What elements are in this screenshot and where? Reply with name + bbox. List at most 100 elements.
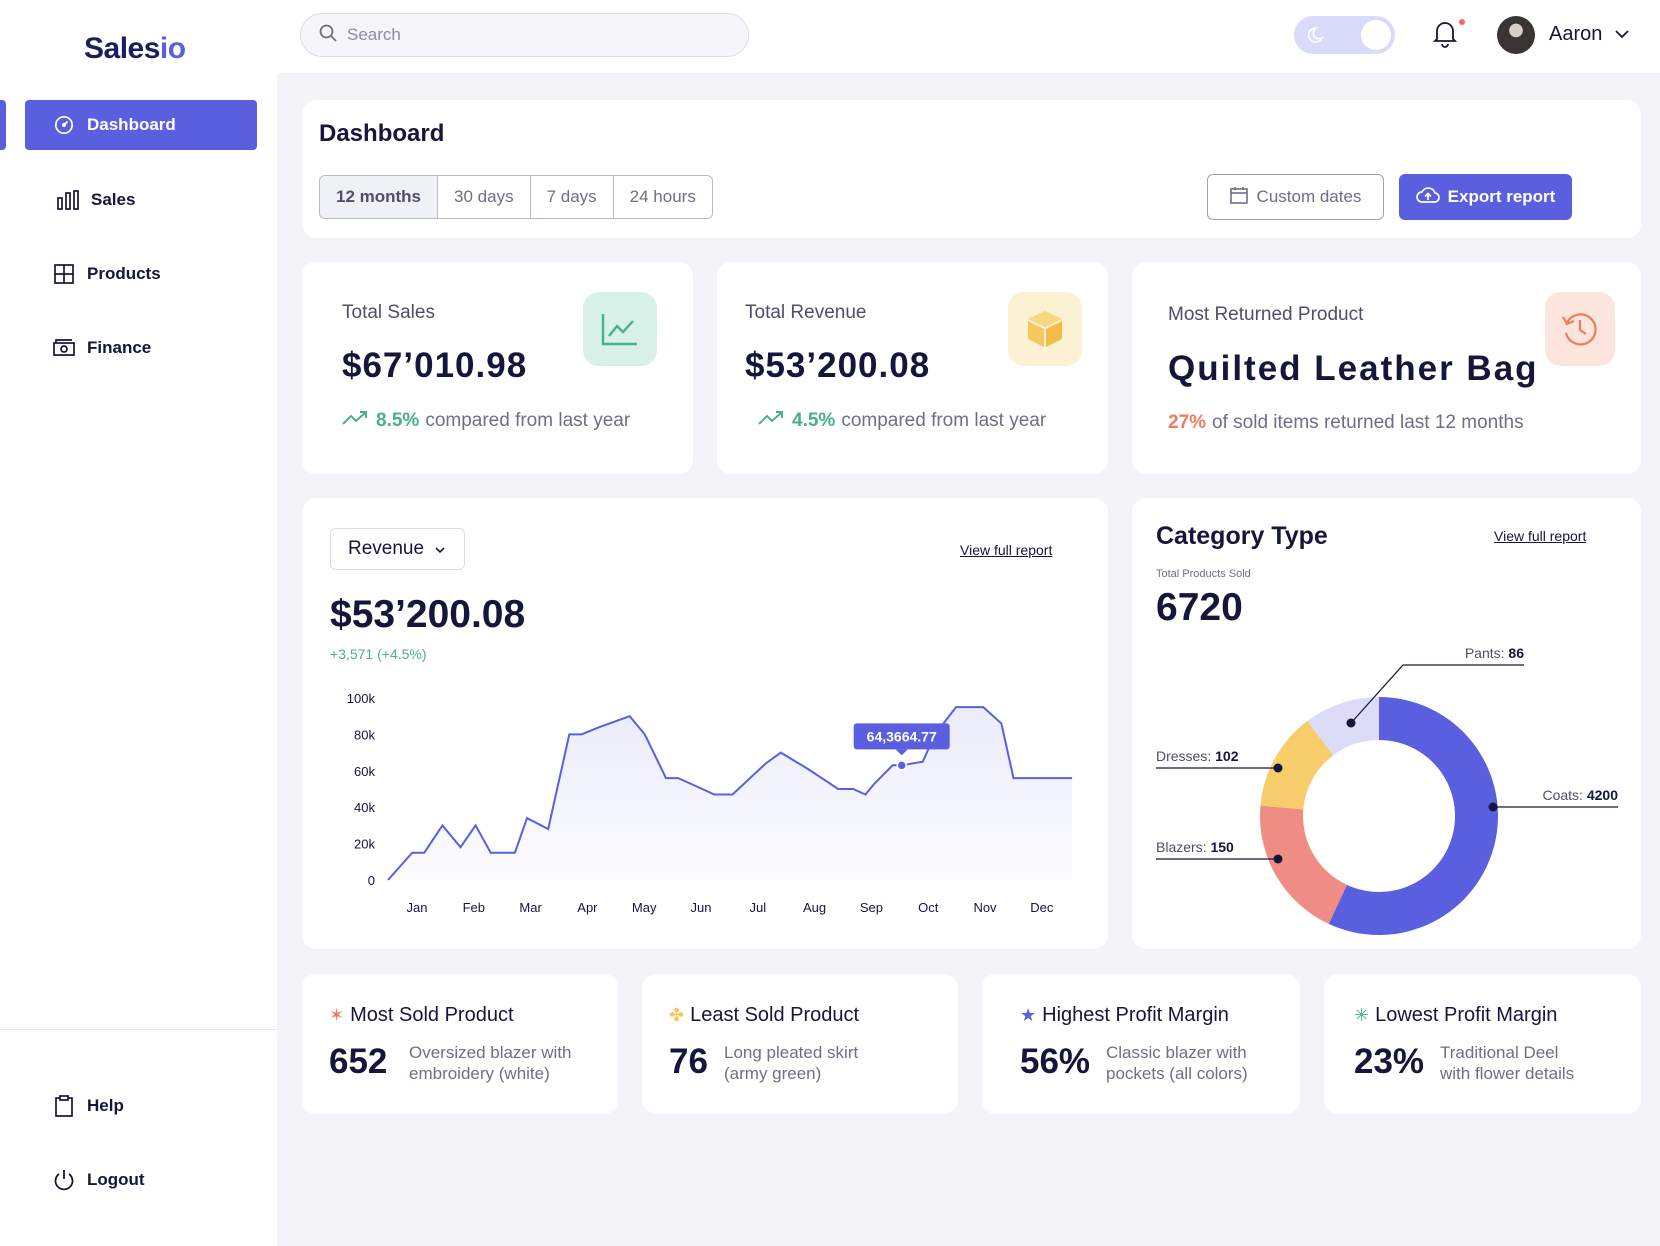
segment-blazers bbox=[1260, 805, 1347, 924]
sidebar-item-products[interactable]: Products bbox=[25, 249, 257, 299]
x-tick-label: Aug bbox=[803, 900, 826, 915]
speedometer-icon bbox=[53, 114, 75, 136]
stat-label: Most Returned Product bbox=[1168, 304, 1364, 325]
segment-label: Blazers: 150 bbox=[1156, 839, 1234, 855]
x-tick-label: Oct bbox=[918, 900, 939, 915]
sidebar-item-label: Products bbox=[87, 264, 161, 283]
most-returned-card: Most Returned Product Quilted Leather Ba… bbox=[1132, 262, 1641, 474]
metric-dropdown[interactable]: Revenue bbox=[330, 528, 465, 570]
segment-label: Coats: 4200 bbox=[1542, 787, 1618, 803]
highlight-point bbox=[896, 760, 907, 771]
bar-chart-icon bbox=[57, 189, 79, 211]
revenue-line-chart: 0 20k 40k 60k 80k 100k Jan Feb Mar Apr May Jun Jul Au… bbox=[347, 691, 1073, 915]
category-subtitle: Total Products Sold bbox=[1156, 568, 1251, 580]
x-tick-label: Nov bbox=[973, 900, 997, 915]
cash-icon bbox=[53, 337, 75, 359]
x-tick-label: Sep bbox=[860, 900, 883, 915]
avatar[interactable] bbox=[1497, 16, 1535, 54]
sidebar-item-label: Logout bbox=[87, 1170, 145, 1189]
x-tick-label: Feb bbox=[463, 900, 485, 915]
view-full-report-link[interactable]: View full report bbox=[1494, 528, 1587, 544]
bottom-desc-line: with flower details bbox=[1440, 1064, 1575, 1083]
lowest-profit-card: ✳ Lowest Profit Margin 23% Traditional D… bbox=[1324, 974, 1641, 1114]
tooltip-box bbox=[853, 723, 950, 750]
bottom-desc-line: embroidery (white) bbox=[409, 1064, 550, 1083]
power-icon bbox=[53, 1169, 75, 1191]
search-input[interactable] bbox=[347, 25, 727, 45]
custom-dates-button[interactable]: Custom dates bbox=[1207, 174, 1384, 220]
category-donut-chart: Coats: 4200 Blazers: 150 Dresses: 102 Pants… bbox=[1156, 645, 1618, 935]
revenue-change: +3,571 (+4.5%) bbox=[330, 646, 427, 662]
sidebar-item-help[interactable]: Help bbox=[25, 1081, 257, 1131]
range-24-hours[interactable]: 24 hours bbox=[613, 176, 712, 218]
stat-value: Quilted Leather Bag bbox=[1168, 349, 1539, 388]
grid-icon bbox=[53, 263, 75, 285]
segment-dresses bbox=[1260, 720, 1334, 810]
sidebar-item-label: Help bbox=[87, 1096, 124, 1115]
moon-icon bbox=[1307, 26, 1326, 49]
bottom-desc: Long pleated skirt (army green) bbox=[724, 1042, 904, 1084]
theme-toggle[interactable] bbox=[1294, 16, 1395, 54]
leader-line bbox=[1350, 664, 1524, 724]
search-box[interactable] bbox=[300, 13, 749, 57]
leader-dot bbox=[1488, 802, 1498, 812]
y-tick-label: 80k bbox=[354, 727, 375, 742]
y-tick-label: 0 bbox=[368, 873, 375, 888]
user-name[interactable]: Aaron bbox=[1549, 23, 1603, 45]
brand-logo[interactable]: Salesio bbox=[84, 32, 186, 66]
star-icon: ★ bbox=[1020, 1005, 1037, 1025]
range-12-months[interactable]: 12 months bbox=[320, 176, 439, 218]
toggle-knob bbox=[1361, 20, 1391, 50]
revenue-line bbox=[387, 706, 1073, 881]
return-pct: 27% bbox=[1168, 412, 1207, 433]
view-full-report-link[interactable]: View full report bbox=[960, 542, 1053, 558]
total-revenue-card: Total Revenue $53’200.08 4.5% compared f… bbox=[717, 262, 1108, 474]
bottom-desc: Traditional Deel with flower details bbox=[1440, 1042, 1620, 1084]
revenue-value: $53’200.08 bbox=[330, 593, 526, 636]
bell-icon[interactable] bbox=[1432, 20, 1462, 50]
bottom-number: 652 bbox=[329, 1042, 388, 1081]
sidebar-item-logout[interactable]: Logout bbox=[25, 1155, 257, 1205]
sidebar-item-label: Sales bbox=[91, 190, 136, 209]
segment-label: Dresses: 102 bbox=[1156, 748, 1239, 764]
category-type-card: Category Type View full report Total Pro… bbox=[1132, 498, 1641, 949]
active-nav-marker bbox=[0, 100, 6, 150]
leader-dot bbox=[1346, 718, 1356, 728]
category-title: Category Type bbox=[1156, 522, 1328, 550]
x-tick-label: Jun bbox=[691, 900, 712, 915]
leader-dot bbox=[1273, 854, 1283, 864]
sidebar-item-sales[interactable]: Sales bbox=[25, 175, 257, 225]
tooltip-pointer bbox=[895, 749, 908, 756]
y-tick-label: 100k bbox=[347, 691, 376, 706]
bottom-desc-line: Traditional Deel bbox=[1440, 1043, 1559, 1062]
bottom-desc-line: pockets (all colors) bbox=[1106, 1064, 1248, 1083]
bottom-desc: Oversized blazer with embroidery (white) bbox=[409, 1042, 589, 1084]
bottom-desc-line: Long pleated skirt bbox=[724, 1043, 859, 1062]
sidebar-item-label: Dashboard bbox=[87, 115, 176, 134]
bottom-number: 56% bbox=[1020, 1042, 1091, 1081]
stat-change: 4.5% compared from last year bbox=[758, 410, 1046, 432]
range-7-days[interactable]: 7 days bbox=[530, 176, 614, 218]
chevron-down-icon[interactable] bbox=[1614, 27, 1630, 45]
bottom-desc-line: Classic blazer with bbox=[1106, 1043, 1247, 1062]
history-clock-icon bbox=[1545, 292, 1615, 366]
stat-change: 8.5% compared from last year bbox=[342, 410, 630, 432]
export-report-button[interactable]: Export report bbox=[1399, 174, 1572, 220]
least-sold-card: ✤ Least Sold Product 76 Long pleated ski… bbox=[642, 974, 958, 1114]
stat-value: $53’200.08 bbox=[745, 346, 931, 385]
x-tick-label: Jul bbox=[749, 900, 766, 915]
stat-change: 27% of sold items returned last 12 month… bbox=[1168, 412, 1524, 434]
brand-name-accent: io bbox=[159, 32, 186, 65]
page-title: Dashboard bbox=[319, 120, 445, 147]
dashboard-header-card: Dashboard 12 months 30 days 7 days 24 ho… bbox=[302, 100, 1641, 238]
stat-label: Total Sales bbox=[342, 302, 435, 323]
y-tick-label: 40k bbox=[354, 800, 375, 815]
box-icon bbox=[1008, 292, 1082, 366]
chevron-down-icon bbox=[434, 538, 446, 560]
sidebar-item-dashboard[interactable]: Dashboard bbox=[25, 100, 257, 150]
clover-icon: ✤ bbox=[669, 1005, 685, 1025]
leader-dot bbox=[1273, 763, 1283, 773]
bottom-desc-line: Oversized blazer with bbox=[409, 1043, 572, 1062]
range-30-days[interactable]: 30 days bbox=[438, 176, 531, 218]
sidebar-item-finance[interactable]: Finance bbox=[25, 323, 257, 373]
